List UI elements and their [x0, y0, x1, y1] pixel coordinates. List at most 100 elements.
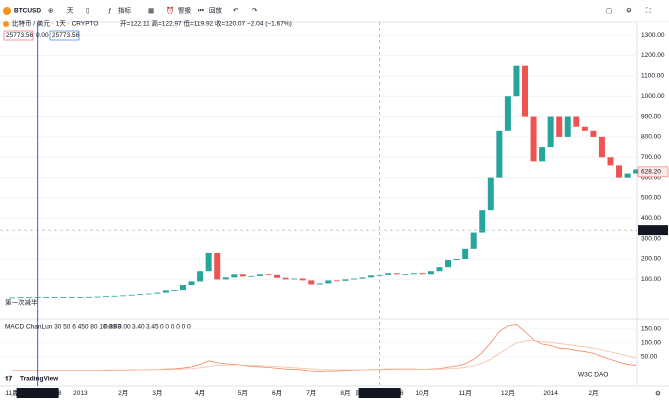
crosshair-price-box: [638, 225, 668, 236]
symbol-icon: [3, 7, 11, 15]
ohlc-legend: 开=122.11 高=122.97 低=119.92 收=120.07 −2.0…: [120, 19, 292, 28]
add-symbol[interactable]: ⊕: [48, 8, 54, 15]
ask-box: [49, 30, 80, 41]
candle: [26, 297, 33, 299]
candle: [274, 274, 281, 278]
x-tick-label: 2013: [73, 390, 88, 397]
toolbar: [0, 0, 669, 22]
alerts[interactable]: 警报: [178, 6, 192, 15]
candle: [137, 294, 144, 296]
y-tick-label: 1000.00: [641, 93, 665, 100]
candle: [419, 273, 426, 275]
layout[interactable]: ▢: [606, 8, 612, 15]
candle: [111, 295, 118, 297]
candle: [316, 283, 323, 285]
last-price-box: [637, 166, 669, 178]
candle: [564, 116, 571, 137]
candle: [239, 274, 246, 277]
interval[interactable]: 天: [67, 7, 74, 15]
candle: [248, 275, 255, 277]
macd-legend: 0.00: [118, 324, 131, 331]
undo[interactable]: ↶: [233, 8, 239, 15]
candle: [385, 273, 392, 275]
axis-settings[interactable]: ⚙: [655, 390, 661, 398]
x-tick-label: 5月: [238, 389, 248, 397]
macd-legend: 3.40: [132, 324, 145, 331]
alert-icon[interactable]: ⏰: [166, 6, 174, 15]
indicator-icon[interactable]: ƒ: [108, 8, 112, 15]
candle: [17, 297, 24, 299]
candle: [513, 65, 520, 97]
y-tick-label: 200.00: [641, 256, 661, 263]
chart-title: 比特币 / 美元 · 1天 · CRYPTO: [12, 19, 98, 28]
candle: [581, 126, 588, 131]
fullscreen[interactable]: ⛶: [646, 8, 651, 15]
y-tick-label: 100.00: [641, 339, 661, 346]
x-tick-label: 周二 2012-11-28: [14, 389, 62, 397]
candle: [573, 116, 580, 127]
templates[interactable]: ▦: [148, 8, 154, 15]
indicators[interactable]: 指标: [118, 6, 132, 15]
candle: [325, 280, 332, 284]
x-tick-label: 2月: [588, 389, 598, 397]
chart-style[interactable]: ▯: [86, 8, 90, 15]
y-tick-label: 600.00: [641, 174, 661, 181]
time-axis: [0, 386, 669, 401]
candle: [154, 292, 161, 294]
legend-icon: [3, 21, 9, 27]
symbol[interactable]: BTCUSD: [14, 8, 41, 15]
x-tick-label: 2014: [543, 390, 558, 397]
candle: [359, 277, 366, 279]
y-tick-label: 500.00: [641, 195, 661, 202]
x-tick-label: 2月: [118, 389, 128, 397]
y-tick-label: 100.00: [641, 276, 661, 283]
candle: [427, 271, 434, 275]
redo[interactable]: ↷: [252, 8, 258, 15]
replay-icon[interactable]: ⏮: [198, 8, 204, 15]
candle: [103, 296, 110, 298]
candle: [607, 157, 614, 166]
x-tick-label: 11月: [5, 389, 18, 397]
plot-area: 1300.00 1200.00 1100.00 1000.00 900.00 800.00…: [0, 22, 669, 401]
logo[interactable]: TradingView: [20, 376, 59, 383]
crosshair-date-box: [358, 388, 401, 398]
y-tick-label: 700.00: [641, 154, 661, 161]
candle: [436, 267, 443, 272]
candle: [333, 280, 340, 282]
annotation: 第一次减半: [5, 298, 38, 307]
macd-legend: 0 0 0 0 0 0: [160, 324, 191, 331]
settings[interactable]: ⚙: [626, 7, 632, 15]
candle: [171, 290, 178, 291]
macd-legend: 0.89: [104, 324, 117, 331]
bid-box: [3, 30, 34, 41]
candle: [616, 165, 623, 178]
candle: [68, 297, 75, 298]
y-tick-label: 900.00: [641, 113, 661, 120]
crosshair-price: 341.99: [641, 227, 661, 234]
replay[interactable]: 回放: [209, 6, 223, 15]
candle: [120, 295, 127, 297]
candle: [43, 297, 50, 298]
x-tick-label: 周一 2013-08-26: [356, 389, 404, 397]
macd-legend: MACD ChanLun 30 50 6 450 80 10 0.03: [5, 324, 121, 331]
candle: [453, 259, 460, 261]
y-tick-label: 400.00: [641, 215, 661, 222]
candle: [94, 296, 101, 298]
bid: 25773.56: [6, 32, 33, 39]
candle: [402, 274, 409, 276]
last-price: 628.20: [641, 169, 661, 176]
candle: [590, 130, 597, 137]
candle: [9, 297, 15, 299]
candle: [145, 293, 152, 295]
candle: [624, 173, 631, 178]
x-tick-label: 12月: [501, 389, 515, 397]
candle: [197, 271, 204, 282]
y-tick-label: 1100.00: [641, 73, 664, 80]
candle: [77, 297, 84, 298]
x-tick-label: 6月: [272, 389, 282, 397]
candle: [598, 136, 605, 158]
macd-line: [12, 323, 637, 372]
candle: [265, 274, 272, 276]
